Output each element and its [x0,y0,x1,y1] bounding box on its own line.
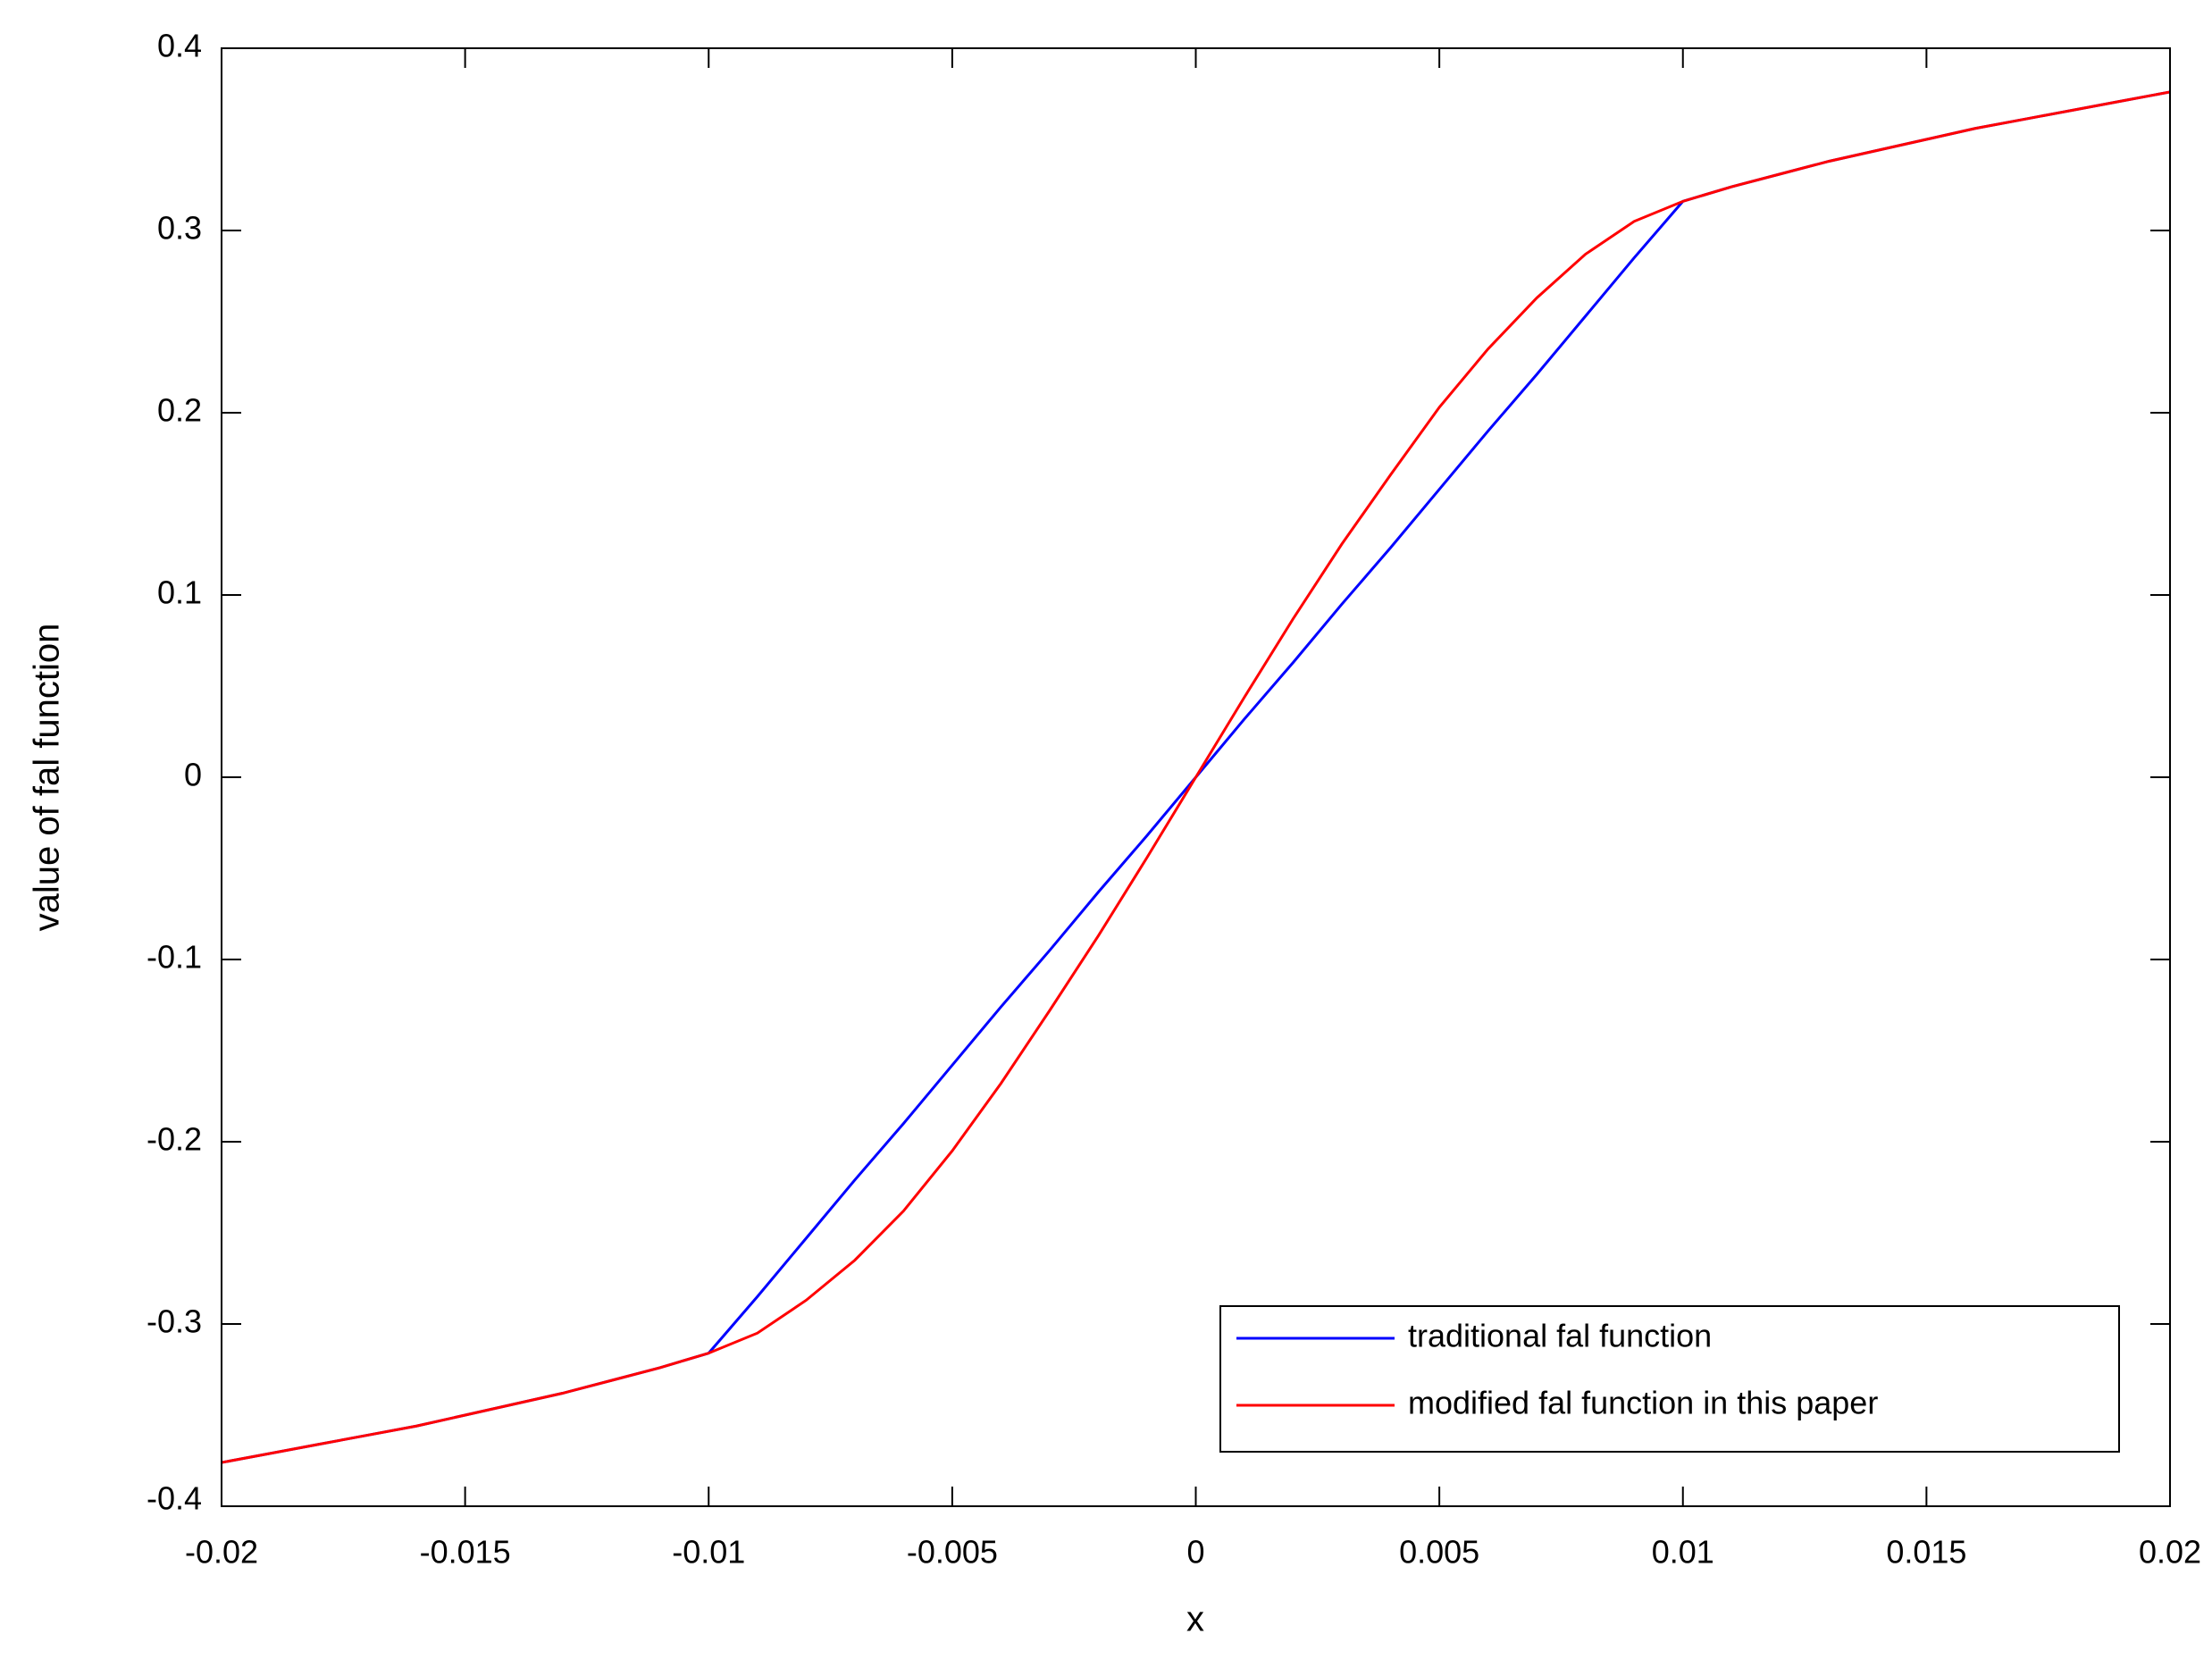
y-tick-label: 0.4 [157,28,202,64]
y-tick-label: 0.3 [157,210,202,247]
x-tick-label: -0.02 [185,1534,258,1571]
x-tick-label: -0.005 [907,1534,998,1571]
x-tick-label: 0 [1186,1534,1204,1571]
x-tick-label: -0.015 [420,1534,511,1571]
x-tick-label: 0.015 [1886,1534,1966,1571]
x-tick-label: 0.01 [1652,1534,1714,1571]
legend-box [1219,1305,2120,1453]
legend-label: traditional fal function [1408,1318,1712,1354]
plot-frame [221,47,2171,1507]
y-tick-label: -0.4 [147,1480,202,1517]
y-tick-label: -0.1 [147,939,202,976]
x-axis-label: x [1186,1600,1204,1639]
series-line [221,90,2171,1464]
y-tick-label: -0.2 [147,1121,202,1158]
x-tick-label: 0.005 [1399,1534,1479,1571]
legend-label: modified fal function in this paper [1408,1385,1878,1421]
y-tick-label: 0.2 [157,392,202,429]
y-tick-label: 0.1 [157,574,202,611]
y-tick-label: -0.3 [147,1303,202,1340]
x-tick-label: 0.02 [2139,1534,2201,1571]
y-tick-label: 0 [184,757,202,793]
y-axis-label: value of fal function [28,624,67,932]
x-tick-label: -0.01 [672,1534,745,1571]
